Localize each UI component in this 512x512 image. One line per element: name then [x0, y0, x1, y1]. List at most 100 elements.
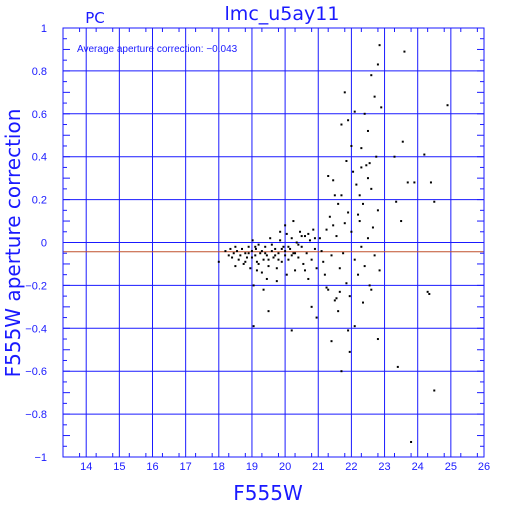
data-point	[280, 247, 283, 250]
data-point	[353, 110, 356, 113]
data-point	[363, 265, 366, 268]
x-tick-label: 19	[246, 461, 258, 473]
x-tick-label: 17	[180, 461, 192, 473]
data-point	[366, 237, 369, 240]
x-tick-label: 23	[378, 461, 390, 473]
data-point	[393, 155, 396, 158]
data-point	[257, 262, 260, 265]
data-point	[267, 258, 270, 261]
data-point	[330, 340, 333, 343]
data-point	[333, 194, 336, 197]
data-point	[378, 269, 381, 272]
data-point	[294, 252, 297, 255]
reference-lines	[63, 242, 484, 253]
data-point	[363, 112, 366, 115]
data-point	[279, 239, 282, 242]
data-point	[247, 252, 250, 255]
data-point	[345, 159, 348, 162]
data-point	[255, 269, 258, 272]
data-point	[284, 250, 287, 253]
tick-labels: 14 15 16 17 18 19 20 21 22 23 24 25 26 −1 −0.8 −0.6 −0.4…	[25, 23, 490, 473]
y-tick-label: 0.2	[32, 195, 47, 207]
data-point	[340, 370, 343, 373]
data-point	[348, 350, 351, 353]
data-point	[320, 250, 323, 253]
data-point	[259, 252, 262, 255]
data-points	[217, 44, 449, 443]
data-point	[267, 265, 270, 268]
y-tick-label: 1	[41, 23, 47, 35]
data-point	[300, 235, 303, 238]
data-point	[396, 365, 399, 368]
data-point	[325, 228, 328, 231]
data-point	[292, 252, 295, 255]
data-point	[244, 260, 247, 263]
data-point	[370, 288, 373, 291]
data-point	[433, 389, 436, 392]
data-point	[325, 286, 328, 289]
data-point	[284, 254, 287, 257]
data-point	[241, 247, 244, 250]
data-point	[267, 310, 270, 313]
y-tick-label: 0.4	[32, 152, 47, 164]
data-point	[347, 119, 350, 122]
data-point	[340, 123, 343, 126]
y-tick-label: 0.8	[32, 66, 47, 78]
data-point	[290, 329, 293, 332]
y-tick-label: −0.8	[25, 409, 47, 421]
data-point	[360, 147, 363, 150]
data-point	[378, 44, 381, 47]
data-point	[370, 74, 373, 77]
data-point	[295, 241, 298, 244]
data-point	[337, 310, 340, 313]
data-point	[376, 338, 379, 341]
data-point	[426, 290, 429, 293]
plot-frame	[62, 27, 485, 458]
data-point	[260, 250, 263, 253]
data-point	[294, 269, 297, 272]
data-point	[232, 252, 235, 255]
data-point	[250, 256, 253, 259]
data-point	[257, 243, 260, 246]
data-point	[353, 258, 356, 261]
data-point	[322, 260, 325, 263]
data-point	[249, 267, 252, 270]
x-axis-label: F555W	[233, 481, 303, 505]
data-point	[362, 202, 365, 205]
data-point	[279, 230, 282, 233]
data-point	[433, 200, 436, 203]
x-tick-label: 18	[213, 461, 225, 473]
x-tick-label: 21	[312, 461, 324, 473]
x-tick-label: 20	[279, 461, 291, 473]
x-tick-label: 24	[412, 461, 424, 473]
data-point	[244, 252, 247, 255]
data-point	[428, 292, 431, 295]
data-point	[251, 239, 254, 242]
data-point	[371, 226, 374, 229]
data-point	[360, 166, 363, 169]
data-point	[357, 273, 360, 276]
data-point	[357, 213, 360, 216]
data-point	[373, 254, 376, 257]
data-point	[376, 209, 379, 212]
data-point	[365, 164, 368, 167]
chart-subtitle: PC	[85, 9, 105, 27]
data-point	[395, 200, 398, 203]
data-point	[375, 155, 378, 158]
data-point	[217, 260, 220, 263]
data-point	[366, 129, 369, 132]
data-point	[327, 175, 330, 178]
data-point	[297, 243, 300, 246]
data-point	[229, 247, 232, 250]
data-point	[348, 295, 351, 298]
data-point	[275, 280, 278, 283]
data-point	[327, 288, 330, 291]
y-axis-label: F555W aperture correction	[1, 109, 25, 378]
data-point	[313, 247, 316, 250]
data-point	[250, 250, 253, 253]
y-tick-label: 0	[41, 238, 47, 250]
data-point	[352, 170, 355, 173]
data-point	[254, 254, 257, 257]
data-point	[358, 194, 361, 197]
